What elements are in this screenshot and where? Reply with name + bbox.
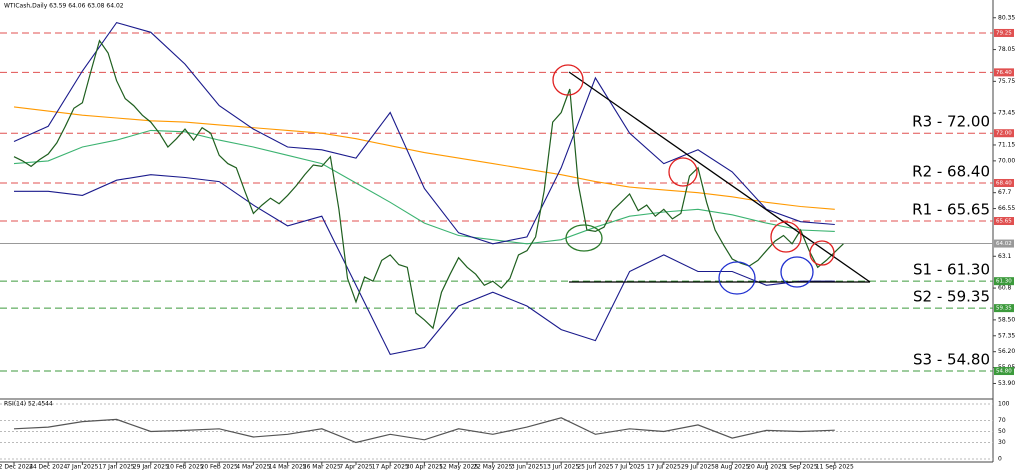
y-tick-label: 56.20 [998,348,1015,355]
y-tick-label: 66.55 [998,205,1015,212]
y-tick-label: 67.7 [998,189,1012,196]
level-label: S1 - 61.30 [913,261,990,279]
x-tick-label: 17 Jul 2025 [647,464,681,471]
price-tag [994,367,1014,376]
price-tag-label: 65.65 [996,219,1012,225]
x-tick-label: 17 Apr 2025 [372,464,409,471]
x-tick-label: 25 Jun 2025 [577,464,613,471]
x-tick-label: 22 May 2025 [473,464,512,471]
y-tick-label: 60.8 [998,285,1012,292]
y-tick-label: 58.50 [998,316,1015,323]
x-tick-label: 12 Dec 2024 [0,464,33,471]
level-label: S3 - 54.80 [913,351,990,369]
level-label: R2 - 68.40 [912,162,990,180]
plot [0,21,993,460]
y-tick-label: 63.1 [998,253,1012,260]
price-tag [994,28,1014,37]
circle [552,64,584,96]
level-label: S2 - 59.35 [913,288,990,306]
x-tick-label: 7 Jul 2025 [615,464,645,471]
price-tag-label: 54.80 [996,369,1012,375]
rsi-title: RSI(14) 52.4544 [4,401,53,408]
y-tick-label: 57.35 [998,332,1015,339]
y-tick-label: 73.45 [998,110,1015,117]
price-tag-label: 76.40 [996,70,1012,76]
x-tick-label: 14 Mar 2025 [269,464,307,471]
price-tag-label: 64.02 [996,241,1012,247]
circle [809,240,835,266]
y-tick-label: 0 [998,456,1002,463]
price-line [13,417,835,444]
price-tag [994,304,1014,313]
indicator-line [13,106,835,210]
price-line [13,39,844,330]
x-tick-label: 17 Jan 2025 [99,464,135,471]
x-tick-label: 8 Aug 2025 [715,464,750,471]
x-tick-label: 29 Jul 2025 [681,464,715,471]
y-tick-label: 70.00 [998,157,1015,164]
price-tag-label: 59.35 [996,306,1012,312]
price-tag-label: 68.40 [996,180,1012,186]
price-tag [994,277,1014,286]
x-tick-label: 26 Mar 2025 [303,464,341,471]
x-tick-label: 1 Sep 2025 [783,464,817,471]
circle [780,256,814,288]
x-tick-label: 13 Jun 2025 [543,464,579,471]
x-tick-label: 20 Aug 2025 [747,464,786,471]
x-tick-label: 11 Sep 2025 [816,464,854,471]
x-tick-label: 10 Feb 2025 [166,464,204,471]
y-tick-label: 78.05 [998,46,1015,53]
price-tag [994,239,1014,248]
x-tick-label: 29 Jan 2025 [133,464,169,471]
x-tick-label: 12 May 2025 [439,464,478,471]
price-tag [994,129,1014,138]
y-tick-label: 71.15 [998,141,1015,148]
y-tick-label: 75.75 [998,78,1015,85]
price-tag [994,217,1014,226]
circle [718,261,756,295]
x-tick-label: 4 Mar 2025 [236,464,270,471]
indicator-line [13,21,835,245]
price-tag-label: 79.25 [996,30,1012,36]
y-tick-label: 30 [998,439,1006,446]
y-tick-label: 53.90 [998,380,1015,387]
price-tag [994,178,1014,187]
circle [770,221,802,253]
level-label: R1 - 65.65 [912,201,990,219]
price-tag-label: 72.00 [996,131,1012,137]
y-tick-label: 80.35 [998,14,1015,21]
trendline [568,71,871,283]
circle [668,157,698,187]
x-tick-label: 20 Feb 2025 [201,464,239,471]
x-tick-label: 7 Jan 2025 [66,464,98,471]
indicator-line [13,129,835,245]
y-tick-label: 100 [998,401,1010,408]
price-tag-label: 61.30 [996,279,1012,285]
indicator-line [14,174,835,356]
y-tick-label: 70 [998,417,1006,424]
x-tick-label: 3 Jun 2025 [511,464,543,471]
x-tick-label: 24 Dec 2024 [29,464,68,471]
level-label: R3 - 72.00 [912,113,990,131]
chart-title: WTICash,Daily 63.59 64.06 63.08 64.02 [4,3,124,10]
x-tick-label: 7 Apr 2025 [339,464,372,471]
circle [565,224,603,252]
x-tick-label: 30 Apr 2025 [406,464,443,471]
price-tag [994,68,1014,77]
annotations [552,64,871,295]
y-tick-label: 50 [998,428,1006,435]
